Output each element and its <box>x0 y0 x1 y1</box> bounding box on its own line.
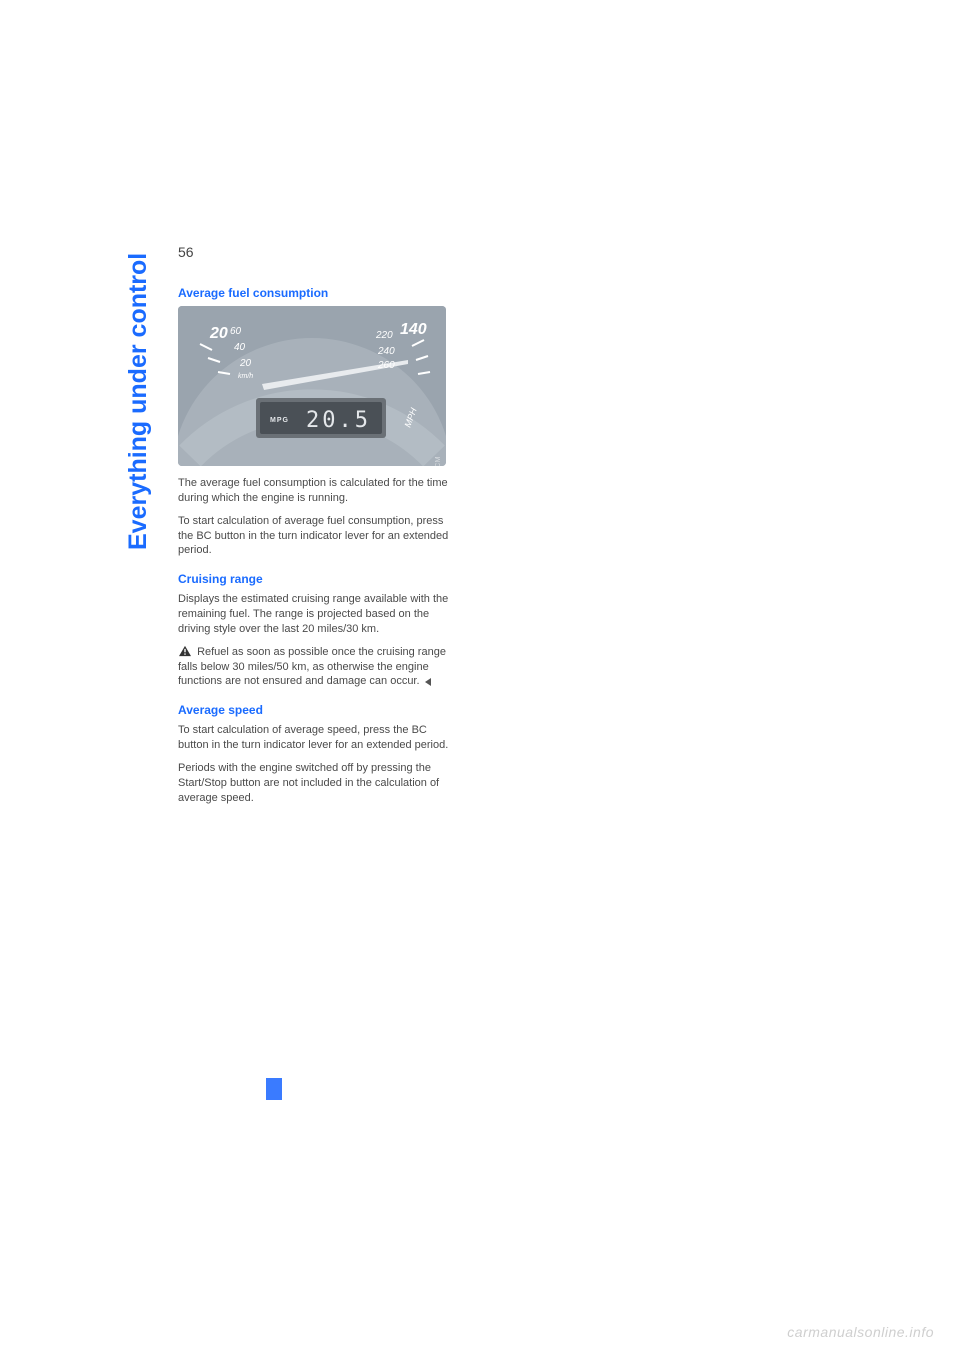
lcd-unit: MPG <box>270 417 289 424</box>
gauge-left-minor1: 40 <box>234 342 246 353</box>
gauge-left-unit: km/h <box>238 373 253 380</box>
gauge-right-minor2: 260 <box>377 360 395 371</box>
gauge-right-major: 140 <box>400 321 427 338</box>
gauge-left-major: 20 <box>209 325 228 342</box>
manual-page: Everything under control 56 Average fuel… <box>0 0 960 1358</box>
heading-cruising-range: Cruising range <box>178 572 460 586</box>
cruising-warn-para: Refuel as soon as possible once the crui… <box>178 645 460 690</box>
avg-speed-body2: Periods with the engine switched off by … <box>178 761 460 806</box>
end-marker-icon <box>425 678 431 686</box>
gauge-right-minor0: 220 <box>375 330 393 341</box>
warning-icon <box>178 645 192 657</box>
heading-avg-fuel: Average fuel consumption <box>178 286 460 300</box>
gauge-image-ref: MV0339GCM <box>435 456 442 466</box>
content-column: Average fuel consumption 20 <box>178 286 460 814</box>
gauge-right-minor1: 240 <box>377 346 395 357</box>
gauge-left-minor0: 60 <box>230 326 242 337</box>
watermark: carmanualsonline.info <box>787 1324 934 1340</box>
gauge-left-minor2: 20 <box>239 358 252 369</box>
avg-fuel-body2: To start calculation of average fuel con… <box>178 514 460 559</box>
footer-mark <box>266 1078 282 1100</box>
cruising-warn-text: Refuel as soon as possible once the crui… <box>178 646 446 688</box>
heading-avg-speed: Average speed <box>178 703 460 717</box>
section-side-label: Everything under control <box>124 253 153 550</box>
avg-speed-body1: To start calculation of average speed, p… <box>178 723 460 753</box>
avg-fuel-body1: The average fuel consumption is calculat… <box>178 476 460 506</box>
lcd-value: 20.5 <box>306 408 371 433</box>
gauge-figure: 20 60 40 20 km/h 140 220 240 260 MPH MPG… <box>178 306 446 466</box>
page-number: 56 <box>178 244 194 260</box>
gauge-svg: 20 60 40 20 km/h 140 220 240 260 MPH MPG… <box>178 306 446 466</box>
cruising-body1: Displays the estimated cruising range av… <box>178 592 460 637</box>
